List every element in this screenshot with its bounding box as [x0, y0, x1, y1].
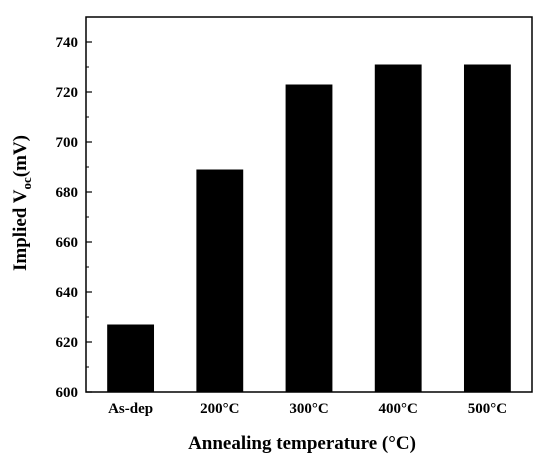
bar-1 — [107, 324, 155, 392]
x-tick-label-4: 400°C — [379, 401, 418, 417]
y-tick-label-700: 700 — [56, 135, 79, 151]
y-axis-title-unit: (mV) — [10, 135, 31, 177]
bar-4 — [374, 64, 422, 392]
x-axis-title: Annealing temperature (°C) — [188, 433, 416, 454]
y-tick-label-660: 660 — [56, 235, 79, 251]
x-tick-label-1: As-dep — [108, 401, 153, 417]
x-tick-label-5: 500°C — [468, 401, 507, 417]
y-tick-label-680: 680 — [56, 185, 79, 201]
x-tick-label-2: 200°C — [200, 401, 239, 417]
x-tick-label-3: 300°C — [289, 401, 328, 417]
y-axis-title-main: Implied V — [10, 189, 31, 271]
y-tick-label-620: 620 — [56, 335, 79, 351]
bar-3 — [285, 84, 333, 392]
y-tick-label-600: 600 — [56, 385, 79, 401]
y-tick-label-740: 740 — [56, 35, 79, 51]
y-tick-label-720: 720 — [56, 85, 79, 101]
bar-2 — [196, 169, 244, 392]
bar-5 — [463, 64, 511, 392]
y-axis-title-subscript: oc — [19, 177, 34, 190]
y-tick-label-640: 640 — [56, 285, 79, 301]
y-axis-title: Implied Voc(mV) — [10, 135, 34, 271]
